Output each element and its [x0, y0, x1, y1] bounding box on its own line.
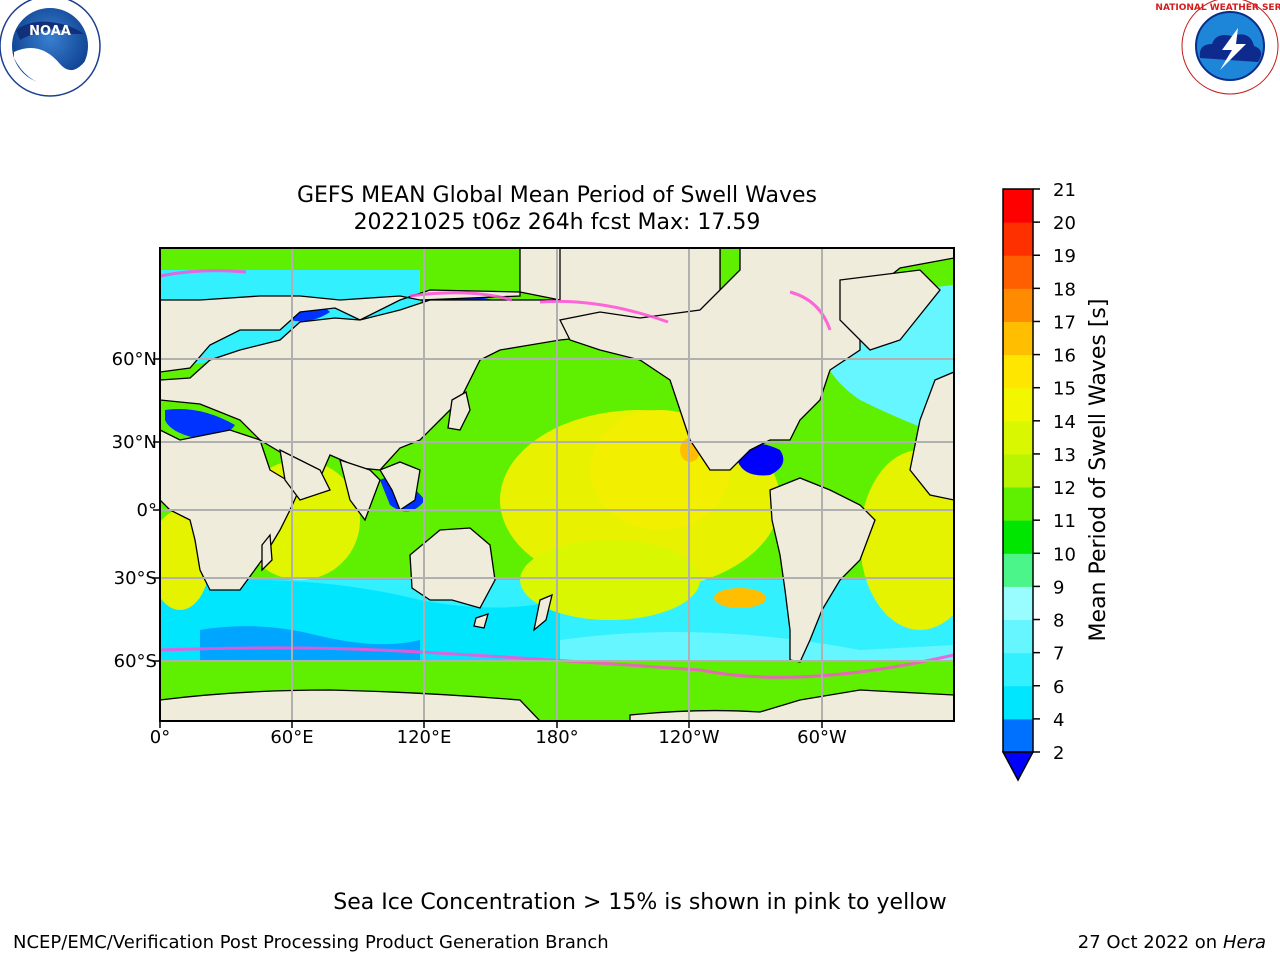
- lat-tick-30n: 30°N: [112, 432, 157, 453]
- colorbar-segment: [1003, 222, 1033, 256]
- colorbar-segment: [1003, 453, 1033, 488]
- colorbar-segment: [1003, 487, 1033, 521]
- colorbar-tick-label: 11: [1053, 511, 1076, 532]
- colorbar-tick-label: 19: [1053, 246, 1076, 267]
- nws-logo-text: NATIONAL WEATHER SERVICE: [1155, 3, 1280, 13]
- colorbar-tick-label: 18: [1053, 279, 1076, 300]
- colorbar-tick-label: 8: [1053, 611, 1064, 632]
- colorbar-segment: [1003, 321, 1033, 356]
- colorbar-outline: [1002, 188, 1034, 753]
- colorbar-tick-label: 4: [1053, 710, 1064, 731]
- colorbar-segment: [1003, 387, 1033, 422]
- colorbar-tick-label: 10: [1053, 544, 1076, 565]
- noaa-logo-text: NOAA: [29, 24, 71, 39]
- chart-title-line1: GEFS MEAN Global Mean Period of Swell Wa…: [296, 183, 817, 208]
- colorbar-tick-label: 12: [1053, 478, 1076, 499]
- colorbar-tick-label: 6: [1053, 677, 1064, 698]
- colorbar-segment: [1003, 189, 1033, 223]
- footer-branch: NCEP/EMC/Verification Post Processing Pr…: [13, 932, 609, 953]
- colorbar-segment: [1003, 652, 1033, 687]
- noaa-logo: NOAA: [0, 0, 101, 97]
- lon-tick-120e: 120°E: [397, 727, 452, 748]
- colorbar-segment: [1003, 553, 1033, 587]
- nws-logo: NATIONAL WEATHER SERVICE: [1155, 0, 1280, 95]
- lat-tick-30s: 30°S: [114, 568, 157, 589]
- colorbar-tick-label: 9: [1053, 577, 1064, 598]
- colorbar: 2 4 6 7 8 9 10 11 12 13 14 15 16 17 18 19 20 21: [1001, 180, 1076, 782]
- colorbar-segment: [1003, 718, 1033, 753]
- colorbar-tick-label: 17: [1053, 312, 1076, 333]
- lon-tick-60w: 60°W: [797, 727, 847, 748]
- colorbar-segment: [1003, 619, 1033, 654]
- colorbar-extend-arrow: [1001, 751, 1035, 782]
- colorbar-tick-label: 16: [1053, 346, 1076, 367]
- grid-lines: [160, 248, 954, 721]
- colorbar-tick-label: 15: [1053, 379, 1076, 400]
- sea-ice-caption: Sea Ice Concentration > 15% is shown in …: [333, 890, 947, 915]
- colorbar-tick-label: 21: [1053, 180, 1076, 201]
- colorbar-tick-label: 2: [1053, 743, 1064, 764]
- lon-tick-60e: 60°E: [270, 727, 313, 748]
- colorbar-segment: [1003, 586, 1033, 621]
- lon-tick-0: 0°: [150, 727, 170, 748]
- lat-tick-60s: 60°S: [114, 651, 157, 672]
- colorbar-segment: [1003, 685, 1033, 720]
- map-ticks: [153, 358, 823, 728]
- colorbar-tick-label: 14: [1053, 412, 1076, 433]
- colorbar-tick-label: 20: [1053, 213, 1076, 234]
- colorbar-tick-label: 7: [1053, 644, 1064, 665]
- footer-date: 27 Oct 2022 on Hera: [1078, 932, 1266, 953]
- footer-machine: Hera: [1222, 932, 1266, 953]
- footer-date-text: 27 Oct 2022 on: [1077, 932, 1223, 953]
- map-area: [160, 248, 954, 721]
- colorbar-segment: [1003, 255, 1033, 289]
- lon-tick-120w: 120°W: [658, 727, 719, 748]
- chart-title-line2: 20221025 t06z 264h fcst Max: 17.59: [353, 210, 761, 235]
- lon-tick-180: 180°: [535, 727, 578, 748]
- colorbar-segment: [1003, 520, 1033, 554]
- colorbar-tick-label: 13: [1053, 445, 1076, 466]
- lat-tick-0: 0°: [137, 500, 157, 521]
- colorbar-label: Mean Period of Swell Waves [s]: [1086, 299, 1111, 642]
- colorbar-segment: [1003, 420, 1033, 455]
- lat-tick-60n: 60°N: [112, 349, 157, 370]
- colorbar-segment: [1003, 288, 1033, 322]
- colorbar-segment: [1003, 354, 1033, 389]
